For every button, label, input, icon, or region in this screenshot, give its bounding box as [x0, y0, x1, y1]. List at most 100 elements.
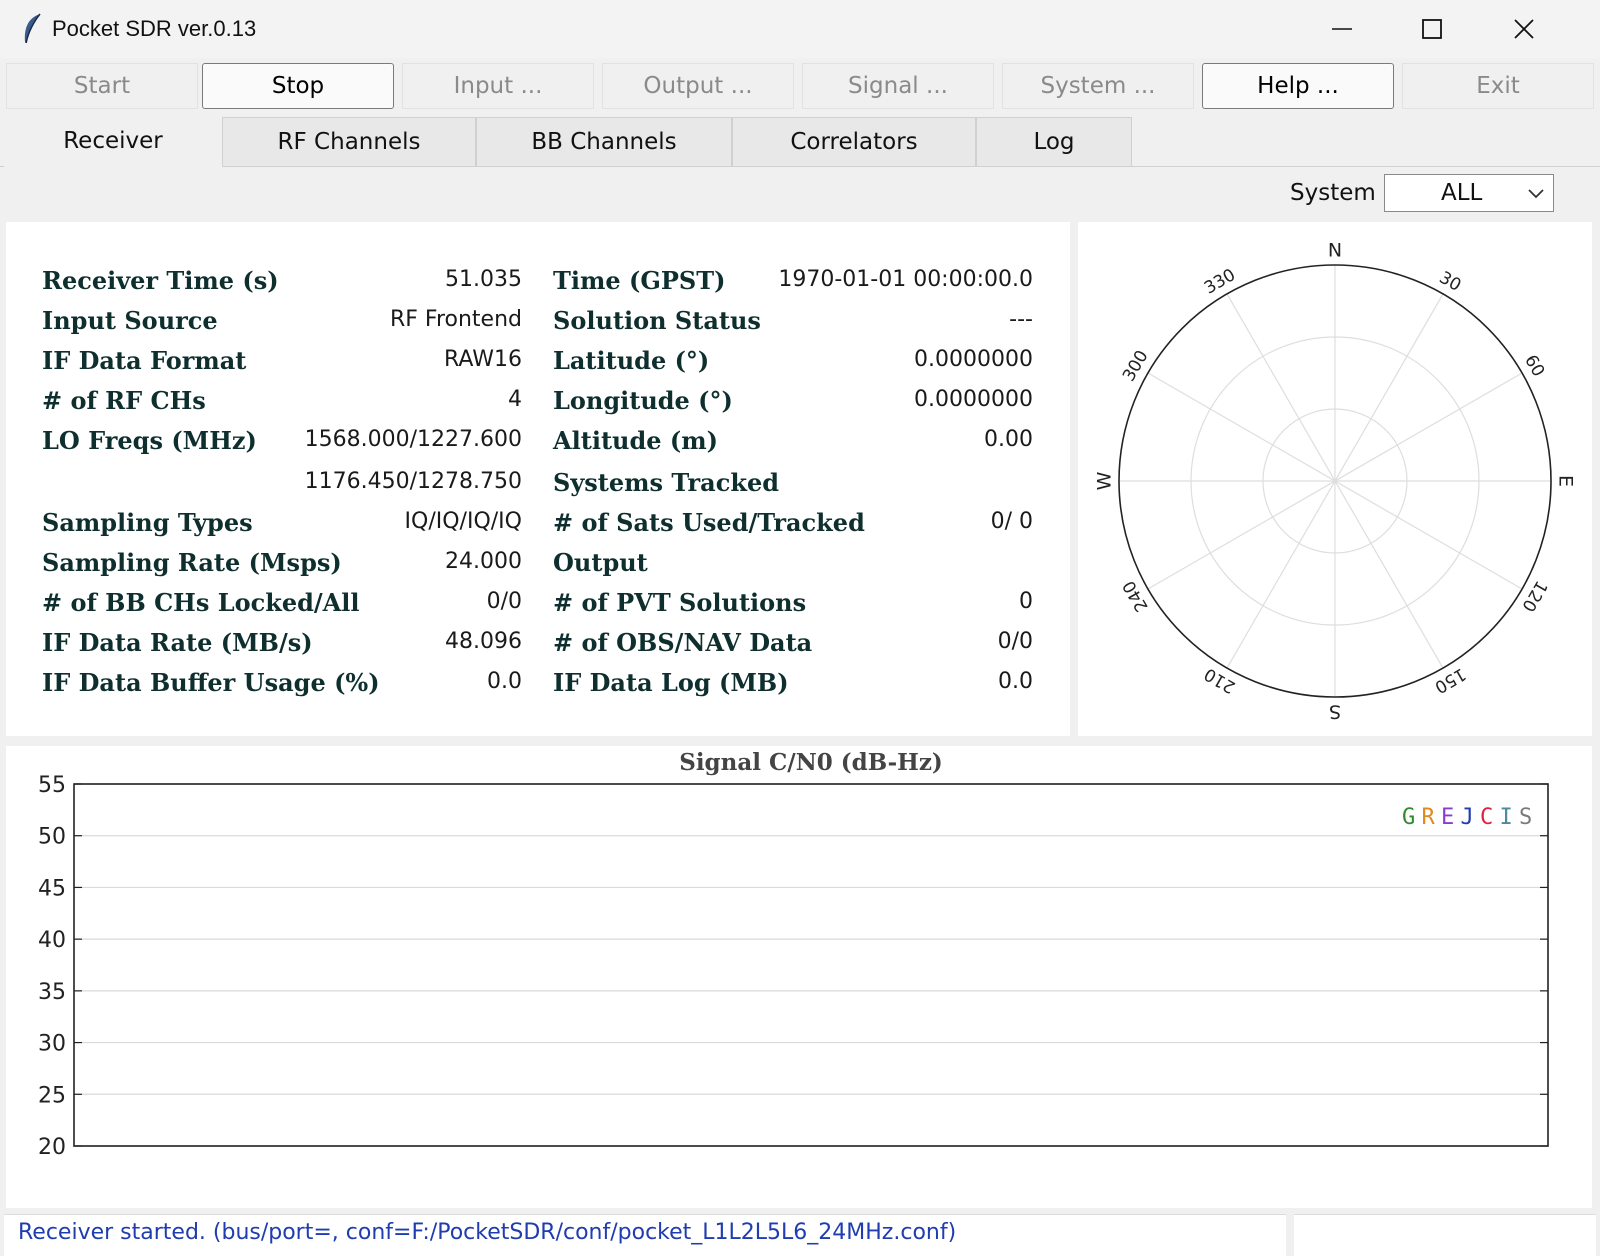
chevron-down-icon [1527, 185, 1545, 204]
chart-title: Signal C/N0 (dB-Hz) [679, 749, 943, 776]
azimuth-label: 120 [1517, 577, 1551, 615]
info-label: Sampling Rate (Msps) [42, 548, 342, 577]
cn0-chart: Signal C/N0 (dB-Hz) 55 50 45 40 35 30 25 20 G R E J C… [38, 749, 1549, 1160]
info-label: Solution Status [553, 306, 761, 335]
info-label: # of BB CHs Locked/All [42, 588, 360, 617]
tab-strip-line [0, 166, 1600, 167]
tab-log[interactable]: Log [976, 117, 1132, 166]
info-value: 1568.000/1227.600 [304, 427, 522, 452]
exit-button[interactable]: Exit [1402, 63, 1594, 109]
tab-receiver[interactable]: Receiver [4, 114, 222, 168]
y-tick-label: 30 [38, 1032, 66, 1057]
horizon-circle [1118, 264, 1552, 698]
info-label: Output [553, 548, 648, 577]
legend-item-c: C [1480, 805, 1493, 830]
output-button[interactable]: Output ... [602, 63, 794, 109]
info-label: Systems Tracked [553, 468, 780, 497]
y-tick-label: 35 [38, 980, 66, 1005]
info-label: # of Sats Used/Tracked [553, 508, 865, 537]
cardinal-label-n: N [1328, 240, 1342, 262]
info-label: # of PVT Solutions [553, 588, 807, 617]
window-title: Pocket SDR ver.0.13 [52, 16, 257, 41]
legend-item-e: E [1441, 805, 1454, 830]
info-value: 0 [1019, 589, 1033, 614]
azimuth-label: 240 [1119, 577, 1153, 615]
y-tick-label: 45 [38, 876, 66, 901]
info-label: IF Data Format [42, 346, 247, 375]
info-value: 0/0 [997, 629, 1033, 654]
info-label: Longitude (°) [553, 386, 733, 415]
start-button[interactable]: Start [6, 63, 198, 109]
info-value: 0/ 0 [990, 509, 1033, 534]
azimuth-label: 330 [1201, 265, 1239, 299]
info-value: 1176.450/1278.750 [304, 469, 522, 494]
app-feather-icon [20, 12, 44, 46]
y-tick-label: 25 [38, 1083, 66, 1108]
info-label: Latitude (°) [553, 346, 710, 375]
info-label: IF Data Buffer Usage (%) [42, 668, 380, 697]
maximize-button[interactable] [1392, 6, 1472, 52]
info-value: 0.0 [998, 669, 1033, 694]
tab-bb-channels[interactable]: BB Channels [476, 117, 732, 166]
info-value: 0.0000000 [914, 387, 1033, 412]
skyplot-panel: N E S W 30 60 120 150 210 240 300 330 [1078, 222, 1592, 736]
legend-item-i: I [1500, 805, 1513, 830]
info-label: LO Freqs (MHz) [42, 426, 257, 455]
signal-button[interactable]: Signal ... [802, 63, 994, 109]
info-value: 0.00 [984, 427, 1033, 452]
info-label: IF Data Rate (MB/s) [42, 628, 313, 657]
cn0-chart-panel: Signal C/N0 (dB-Hz) 55 50 45 40 35 30 25 20 G R E J C… [6, 746, 1592, 1208]
info-value: 1970-01-01 00:00:00.0 [778, 267, 1033, 292]
cardinal-label-e: E [1555, 475, 1577, 487]
status-message: Receiver started. (bus/port=, conf=F:/Po… [18, 1220, 957, 1245]
info-label: Receiver Time (s) [42, 266, 279, 295]
info-value: RAW16 [444, 347, 522, 372]
info-value: 0/0 [486, 589, 522, 614]
azimuth-label: 150 [1431, 663, 1469, 697]
cardinal-label-s: S [1329, 701, 1341, 723]
input-button[interactable]: Input ... [402, 63, 594, 109]
minimize-button[interactable] [1302, 6, 1382, 52]
y-tick-label: 40 [38, 928, 66, 953]
info-value: 4 [508, 387, 522, 412]
status-bar [4, 1214, 1286, 1256]
system-label: System [1290, 180, 1376, 206]
info-value: IQ/IQ/IQ/IQ [404, 509, 522, 534]
stop-button[interactable]: Stop [202, 63, 394, 109]
close-button[interactable] [1484, 6, 1564, 52]
tab-correlators[interactable]: Correlators [732, 117, 976, 166]
info-label: # of OBS/NAV Data [553, 628, 813, 657]
info-value: 24.000 [445, 549, 522, 574]
azimuth-label: 210 [1201, 663, 1239, 697]
info-value: RF Frontend [389, 307, 522, 332]
azimuth-label: 300 [1119, 347, 1153, 385]
receiver-info-panel [6, 222, 1070, 736]
y-tick-label: 50 [38, 825, 66, 850]
plot-frame [73, 783, 1549, 1147]
info-label: Sampling Types [42, 508, 253, 537]
tab-rf-channels[interactable]: RF Channels [222, 117, 476, 166]
info-label: Input Source [42, 306, 218, 335]
legend-item-g: G [1402, 805, 1415, 830]
legend-item-s: S [1519, 805, 1532, 830]
cardinal-label-w: W [1094, 471, 1116, 490]
info-label: IF Data Log (MB) [553, 668, 789, 697]
help-button[interactable]: Help ... [1202, 63, 1394, 109]
info-value: 0.0000000 [914, 347, 1033, 372]
status-bar-aux [1294, 1214, 1596, 1256]
legend-item-j: J [1461, 805, 1474, 830]
info-label: # of RF CHs [42, 386, 206, 415]
legend-item-r: R [1422, 805, 1436, 830]
y-tick-label: 55 [38, 773, 66, 798]
info-label: Altitude (m) [553, 426, 718, 455]
info-value: --- [1009, 307, 1033, 332]
system-button[interactable]: System ... [1002, 63, 1194, 109]
info-value: 48.096 [445, 629, 522, 654]
system-dropdown-value: ALL [1441, 180, 1483, 206]
y-tick-label: 20 [38, 1135, 66, 1160]
info-value: 51.035 [445, 267, 522, 292]
system-dropdown[interactable]: ALL [1384, 174, 1554, 212]
azimuth-line [1226, 293, 1444, 669]
info-label: Time (GPST) [553, 266, 726, 295]
